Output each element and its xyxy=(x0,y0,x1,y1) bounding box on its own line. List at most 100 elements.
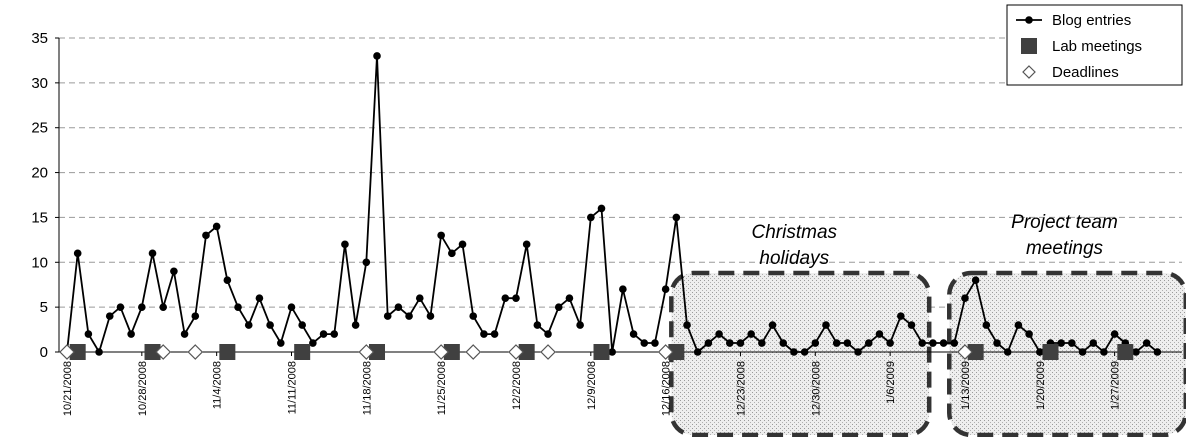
data-point xyxy=(298,321,306,329)
data-point xyxy=(373,52,381,60)
x-tick-label: 1/20/2009 xyxy=(1035,361,1047,410)
deadline-marker xyxy=(540,344,556,360)
lab-meeting-marker xyxy=(593,344,610,360)
y-tick-label: 10 xyxy=(31,254,48,271)
data-point xyxy=(768,321,777,329)
deadline-marker xyxy=(433,344,449,360)
legend-diamond-symbol xyxy=(1022,65,1036,79)
lab-meeting-marker xyxy=(219,344,236,360)
x-tick-label: 10/21/2008 xyxy=(62,361,74,416)
data-point xyxy=(864,339,873,347)
data-point xyxy=(907,321,916,329)
data-point xyxy=(897,312,905,320)
data-point xyxy=(351,321,360,329)
lab-meeting-marker xyxy=(668,344,685,360)
lab-meeting-marker xyxy=(443,344,460,360)
x-tick-label: 11/11/2008 xyxy=(286,361,298,414)
data-point xyxy=(223,276,232,285)
deadline-marker xyxy=(957,344,973,360)
data-point xyxy=(148,249,157,258)
data-point xyxy=(929,339,937,347)
data-point xyxy=(138,303,146,311)
data-point xyxy=(127,330,135,338)
data-point xyxy=(533,321,542,329)
data-point xyxy=(362,258,371,267)
data-point xyxy=(683,321,691,329)
data-point xyxy=(266,321,274,329)
x-tick-label: 12/23/2008 xyxy=(735,361,747,416)
annotation-label: meetings xyxy=(1026,238,1104,259)
data-point xyxy=(715,330,723,338)
data-point xyxy=(1025,330,1033,338)
data-point xyxy=(84,330,93,338)
data-point xyxy=(512,294,520,302)
data-point xyxy=(1089,339,1098,347)
legend-label: Lab meetings xyxy=(1052,38,1142,55)
legend: Blog entries Lab meetings Deadlines xyxy=(1006,4,1183,86)
data-point xyxy=(490,330,499,338)
legend-label: Deadlines xyxy=(1052,64,1119,81)
data-point xyxy=(993,339,1001,347)
data-point xyxy=(587,213,595,222)
annotation-label: Christmas xyxy=(752,222,838,243)
series-deadlines xyxy=(59,344,973,360)
data-point xyxy=(800,348,809,356)
data-point xyxy=(405,312,413,320)
lab-meeting-marker xyxy=(69,344,86,360)
data-point xyxy=(319,330,328,338)
x-tick-label: 1/13/2009 xyxy=(960,361,972,410)
data-point xyxy=(448,249,456,258)
x-tick-label: 11/4/2008 xyxy=(212,361,224,409)
legend-square-symbol xyxy=(1021,38,1037,54)
y-tick-label: 5 xyxy=(40,299,48,316)
data-point xyxy=(1003,348,1012,356)
data-point xyxy=(244,321,253,329)
data-point xyxy=(522,240,531,249)
data-point xyxy=(693,348,702,356)
data-point xyxy=(73,249,82,258)
data-point xyxy=(736,339,745,347)
data-point xyxy=(458,240,467,249)
data-point xyxy=(255,294,264,302)
data-point xyxy=(1057,339,1065,347)
y-axis-ticks: 0 5 10 15 20 25 30 35 xyxy=(31,30,59,361)
deadline-marker xyxy=(358,344,375,360)
data-point xyxy=(554,303,563,311)
data-point xyxy=(1132,348,1140,356)
data-point xyxy=(597,204,606,213)
lab-meeting-marker xyxy=(144,344,161,360)
x-tick-label: 11/25/2008 xyxy=(436,361,448,415)
data-point xyxy=(116,303,125,311)
data-point xyxy=(725,339,734,347)
data-point xyxy=(341,240,349,249)
data-point xyxy=(330,330,339,338)
data-point xyxy=(832,339,841,347)
lab-meeting-marker xyxy=(1117,344,1134,360)
x-tick-label: 10/28/2008 xyxy=(137,361,149,416)
x-tick-label: 1/6/2009 xyxy=(885,361,897,404)
data-point xyxy=(394,303,403,311)
deadline-marker xyxy=(187,344,204,360)
data-point xyxy=(672,213,681,222)
data-point xyxy=(426,312,435,320)
data-point xyxy=(1078,348,1087,356)
lab-meeting-marker xyxy=(294,344,311,360)
data-point xyxy=(202,231,210,240)
deadline-marker xyxy=(155,344,172,360)
data-point xyxy=(501,294,510,302)
data-point xyxy=(950,339,959,347)
data-point xyxy=(640,339,649,347)
y-tick-label: 30 xyxy=(31,75,48,92)
deadline-marker xyxy=(465,344,482,360)
data-point xyxy=(95,348,103,356)
data-point xyxy=(1142,339,1151,347)
data-point xyxy=(1110,330,1119,338)
data-point xyxy=(1035,348,1044,356)
data-point xyxy=(811,339,820,347)
data-point xyxy=(651,339,659,347)
data-point xyxy=(159,303,168,311)
series-blog-entries xyxy=(63,52,1162,356)
annotation-box xyxy=(947,270,1186,437)
data-point xyxy=(415,294,424,302)
